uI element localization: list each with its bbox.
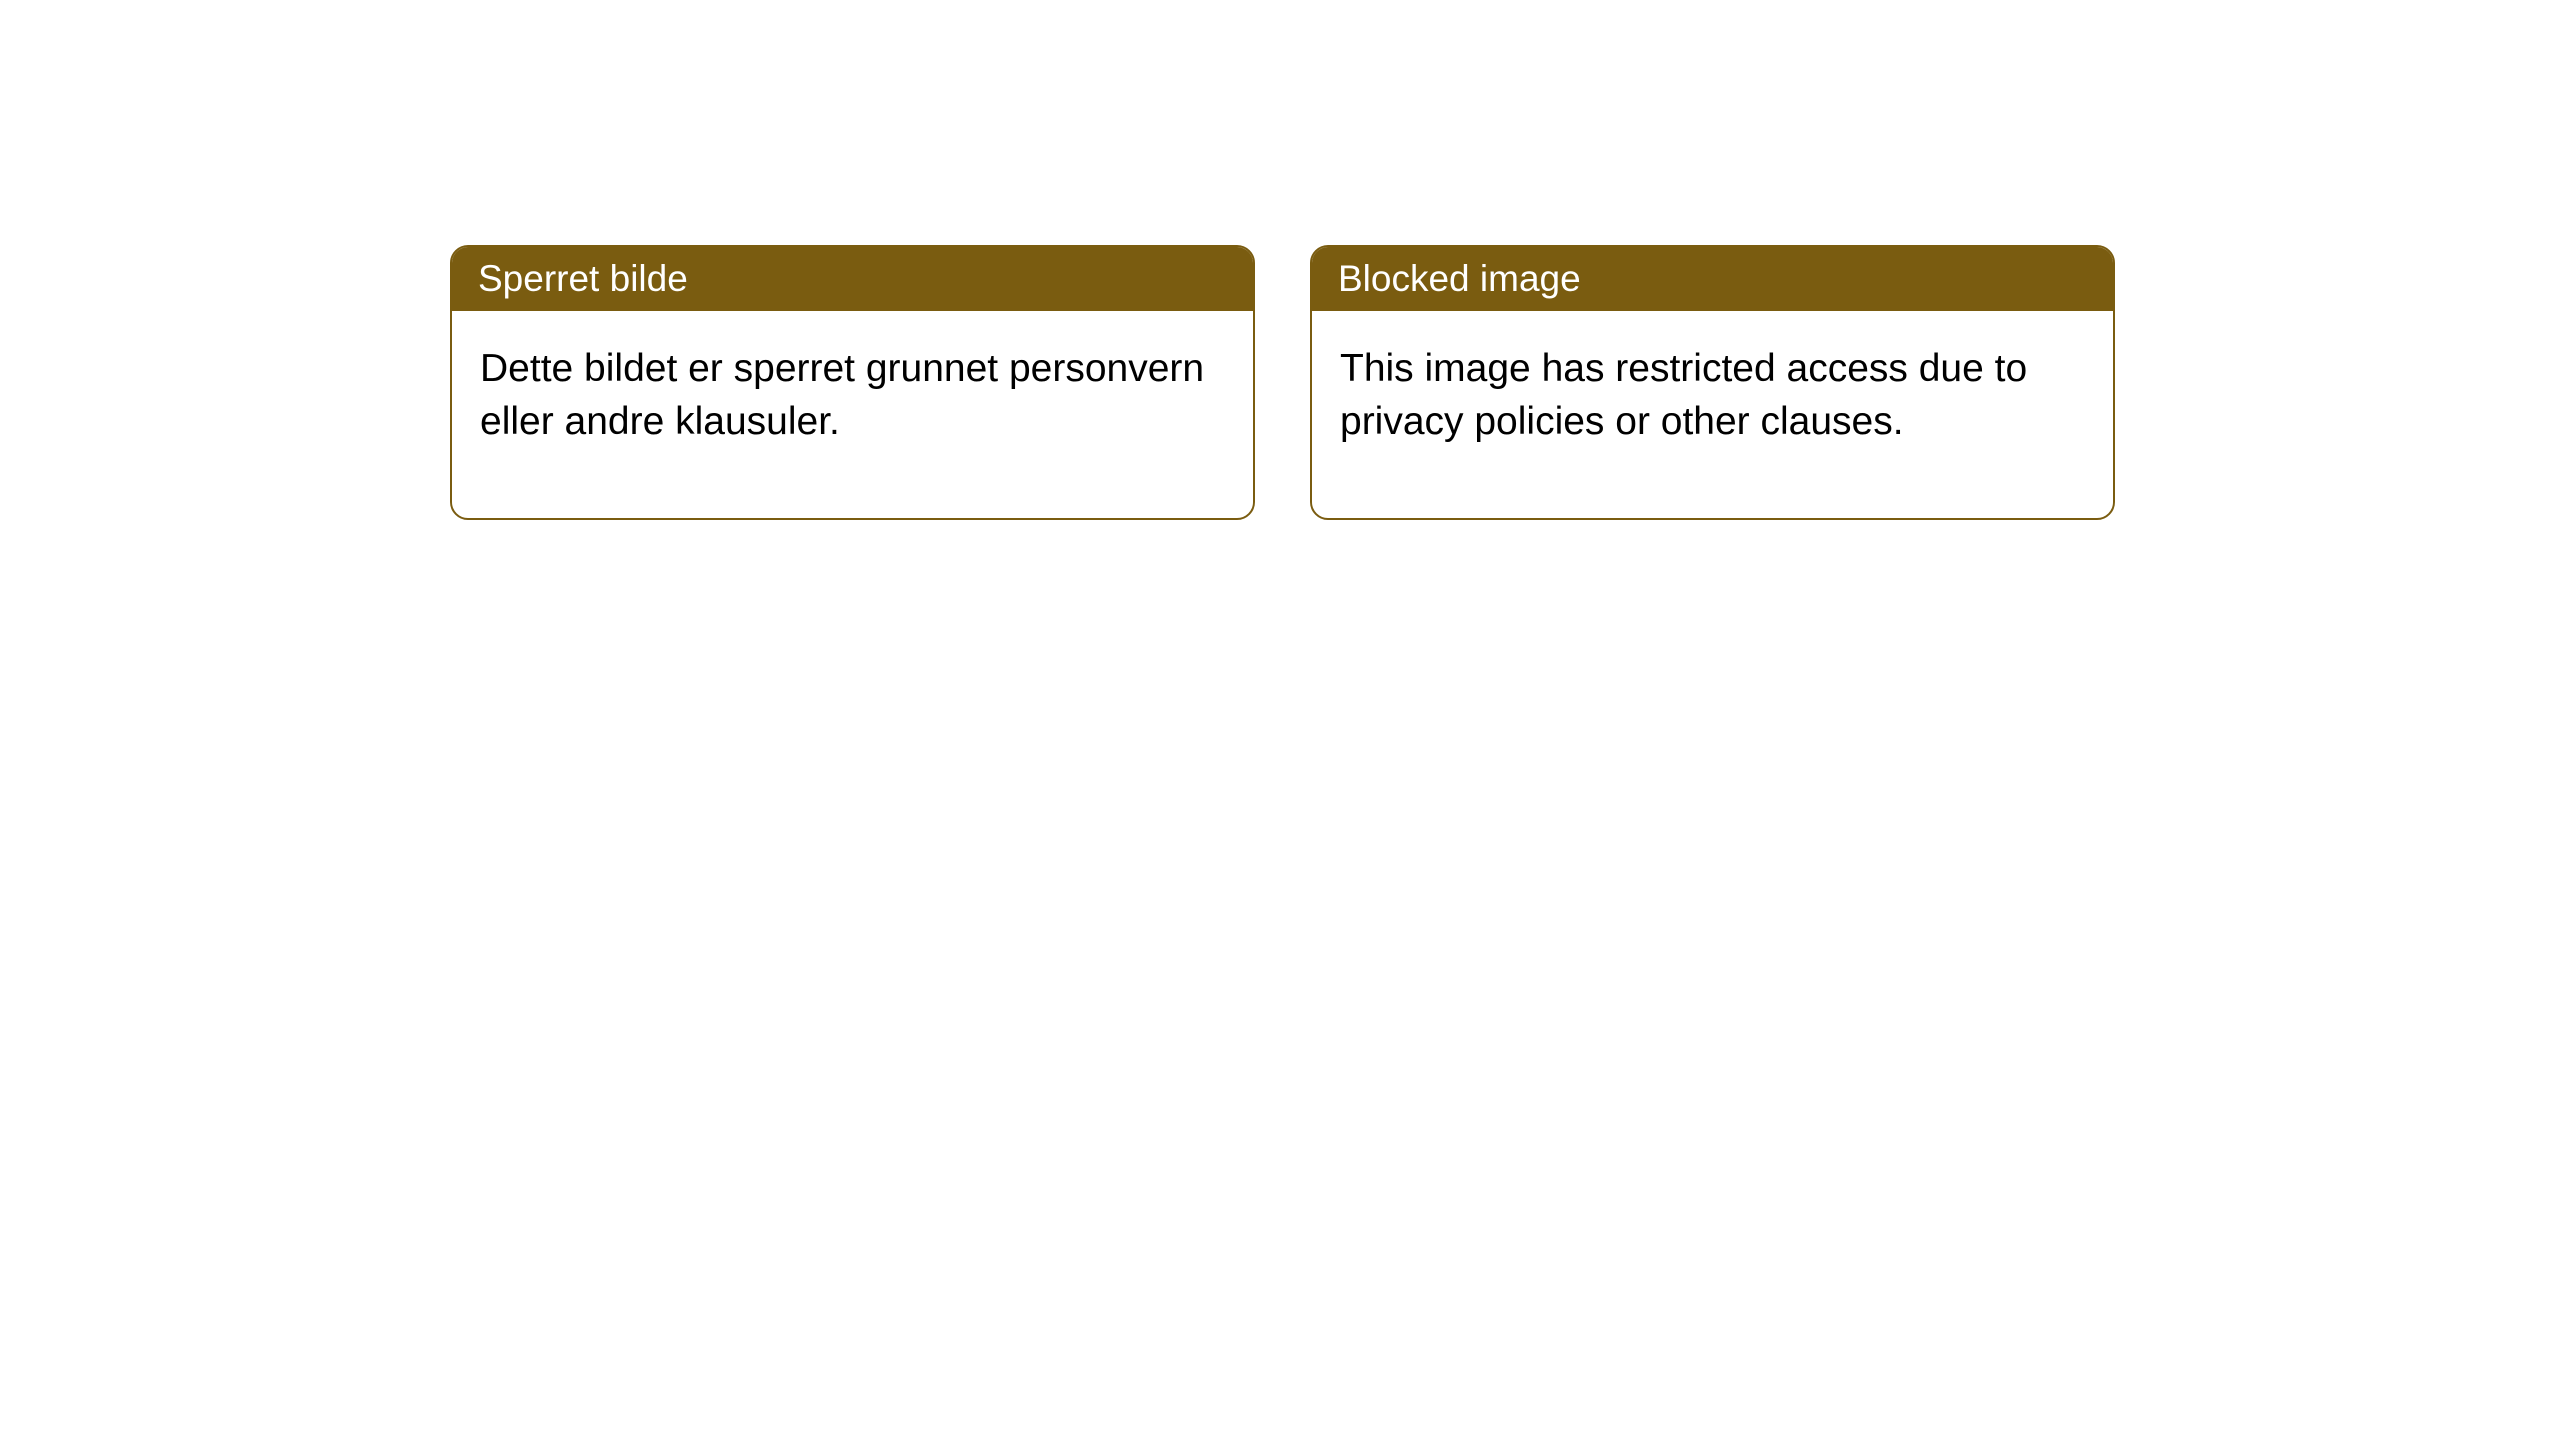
notice-container: Sperret bilde Dette bildet er sperret gr… bbox=[0, 0, 2560, 520]
notice-box-english: Blocked image This image has restricted … bbox=[1310, 245, 2115, 520]
notice-title: Sperret bilde bbox=[452, 247, 1253, 311]
notice-body-text: This image has restricted access due to … bbox=[1312, 311, 2113, 518]
notice-body-text: Dette bildet er sperret grunnet personve… bbox=[452, 311, 1253, 518]
notice-title: Blocked image bbox=[1312, 247, 2113, 311]
notice-box-norwegian: Sperret bilde Dette bildet er sperret gr… bbox=[450, 245, 1255, 520]
